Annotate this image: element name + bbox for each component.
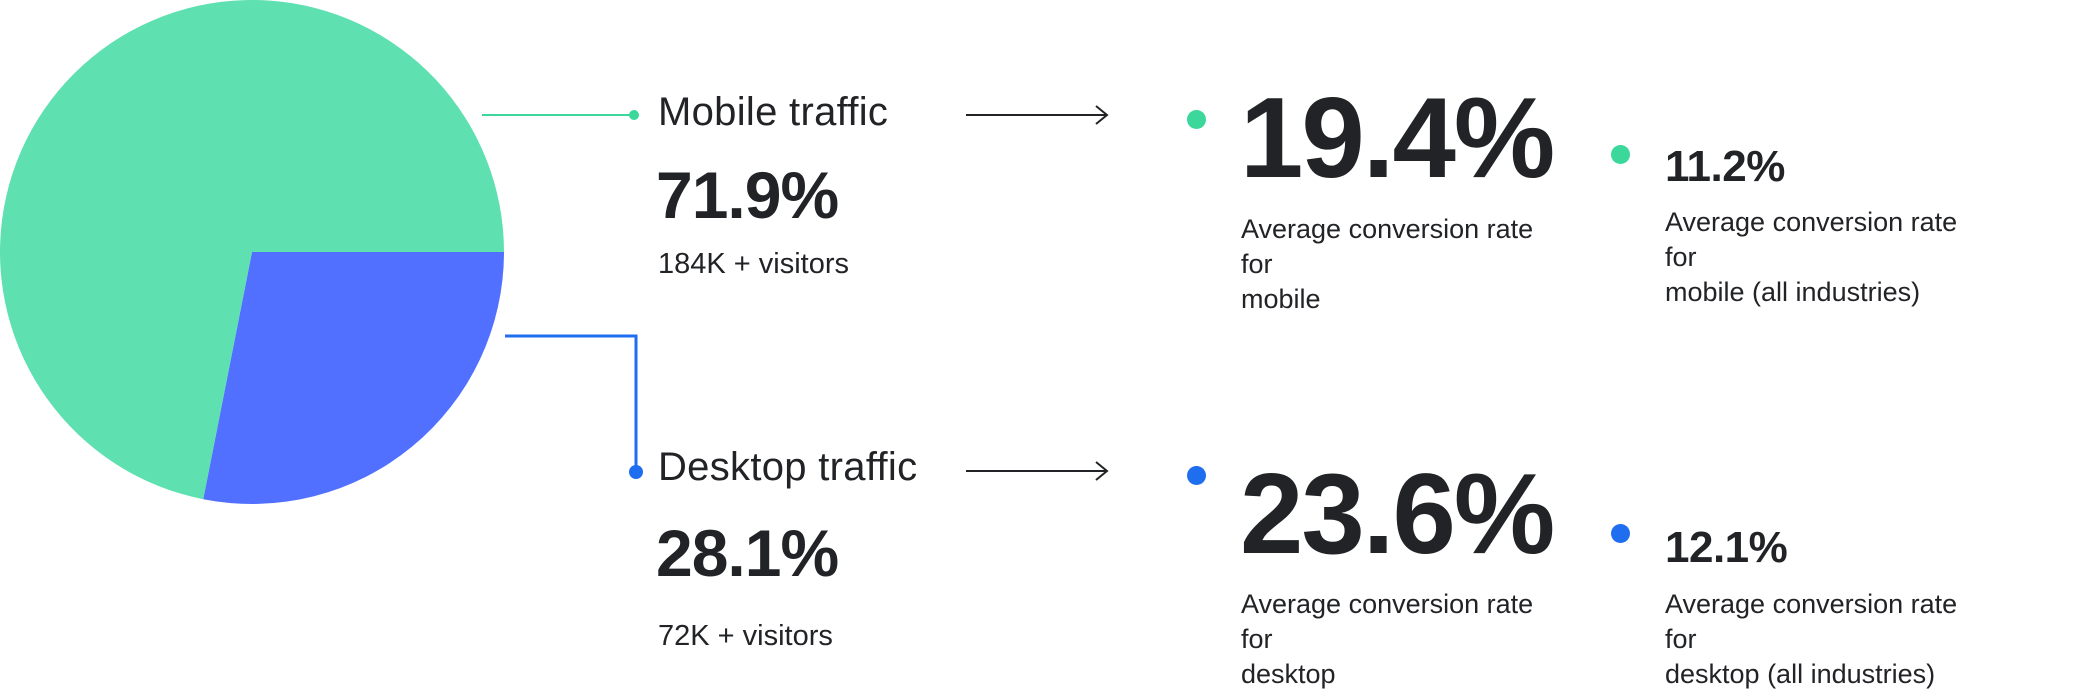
desktop-industry-dot	[1611, 524, 1630, 543]
mobile-conversion-rate: 19.4%	[1240, 75, 1555, 202]
pie-slice-mobile	[0, 0, 504, 500]
desktop-rate-dot	[1187, 466, 1206, 485]
desktop-connector-line	[505, 334, 638, 470]
desktop-connector-dot	[629, 465, 643, 479]
mobile-industry-desc-line-1: Average conversion rate for	[1665, 207, 1958, 272]
desktop-visitors: 72K + visitors	[658, 620, 833, 652]
desktop-arrow-icon	[966, 461, 1109, 481]
desktop-industry-desc-line-2: desktop (all industries)	[1665, 659, 1936, 689]
traffic-infographic: Mobile traffic 71.9% 184K + visitors Des…	[0, 0, 1995, 689]
desktop-rate-description: Average conversion rate for desktop	[1241, 587, 1571, 692]
mobile-visitors: 184K + visitors	[658, 248, 850, 280]
mobile-industry-rate: 11.2%	[1665, 142, 1785, 191]
mobile-rate-dot	[1187, 110, 1206, 129]
mobile-traffic-percent: 71.9%	[656, 158, 839, 232]
desktop-industry-rate: 12.1%	[1665, 523, 1788, 572]
mobile-arrow-icon	[966, 105, 1109, 125]
desktop-industry-desc-line-1: Average conversion rate for	[1665, 589, 1958, 654]
mobile-rate-description: Average conversion rate for mobile	[1241, 212, 1571, 317]
pie-slice-desktop	[203, 252, 505, 504]
desktop-rate-desc-line-2: desktop	[1241, 659, 1336, 689]
mobile-rate-desc-line-1: Average conversion rate for	[1241, 214, 1534, 279]
traffic-pie-chart	[0, 0, 1109, 504]
desktop-traffic-label: Desktop traffic	[658, 445, 918, 489]
desktop-industry-description: Average conversion rate for desktop (all…	[1665, 587, 1995, 692]
mobile-industry-dot	[1611, 145, 1630, 164]
mobile-industry-description: Average conversion rate for mobile (all …	[1665, 205, 1995, 310]
mobile-connector-dot	[629, 110, 639, 120]
desktop-conversion-rate: 23.6%	[1240, 451, 1555, 578]
desktop-traffic-percent: 28.1%	[656, 516, 839, 590]
desktop-rate-desc-line-1: Average conversion rate for	[1241, 589, 1534, 654]
mobile-industry-desc-line-2: mobile (all industries)	[1665, 277, 1921, 307]
mobile-traffic-label: Mobile traffic	[658, 90, 889, 134]
mobile-rate-desc-line-2: mobile	[1241, 284, 1321, 314]
